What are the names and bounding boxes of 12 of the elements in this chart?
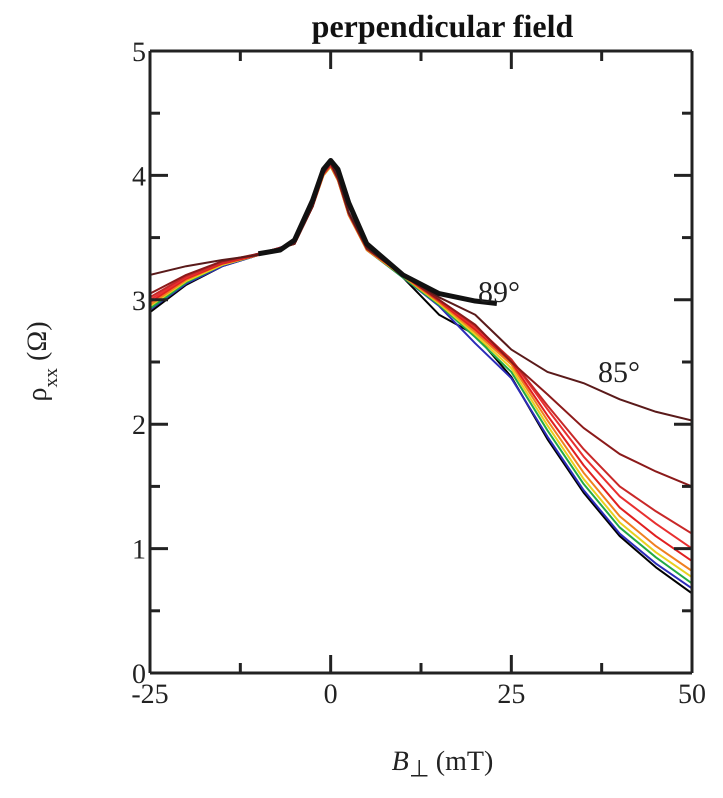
x-axis-title: B$_{⊥}$ (mT): [390, 746, 494, 784]
y-tick-label: 3: [132, 286, 146, 317]
annotation: 85°: [598, 356, 640, 390]
y-tick-label: 2: [132, 410, 146, 442]
y-tick-label: 4: [132, 161, 146, 192]
annotation: 89°: [478, 276, 520, 310]
y-tick-label: 5: [132, 37, 146, 68]
x-tick-label: 50: [678, 679, 706, 710]
y-tick-label: 1: [132, 534, 146, 566]
x-tick-label: 0: [324, 679, 338, 710]
x-tick-label: 25: [497, 679, 526, 710]
chart-title: perpendicular field: [310, 8, 574, 45]
